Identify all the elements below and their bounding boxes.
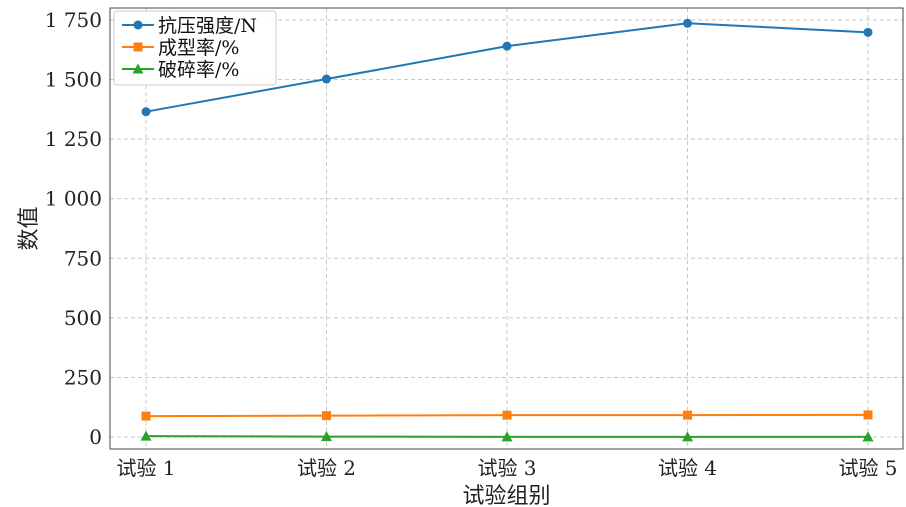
series-compressive-strength (141, 18, 873, 117)
legend-label: 成型率/% (158, 37, 239, 59)
data-point (322, 411, 331, 421)
grid-lines (110, 8, 903, 449)
x-tick-label: 试验 3 (477, 456, 536, 480)
legend-box (113, 10, 277, 86)
data-point (141, 107, 151, 117)
series-forming-rate (141, 410, 873, 421)
y-tick-label: 1 750 (45, 8, 102, 32)
y-tick-label: 1 000 (45, 187, 102, 211)
legend-label: 抗压强度/N (158, 15, 257, 37)
data-point (321, 431, 332, 442)
legend-label: 破碎率/% (158, 59, 239, 81)
y-tick-label: 1 250 (45, 127, 102, 151)
data-point (862, 431, 874, 442)
y-tick-label: 250 (64, 365, 102, 389)
data-point (501, 431, 513, 442)
x-tick-label: 试验 4 (658, 456, 717, 480)
series-group (140, 18, 874, 442)
data-point (863, 410, 873, 420)
data-point (141, 411, 151, 421)
data-point (683, 18, 692, 28)
y-tick-label: 500 (64, 306, 102, 330)
plot-frame (109, 7, 904, 450)
data-point (502, 41, 512, 51)
y-axis-title: 数值 (17, 206, 42, 250)
data-point (322, 74, 331, 84)
legend-item: 成型率/% (122, 37, 239, 59)
y-tick-label: 750 (64, 246, 102, 270)
legend-item: 抗压强度/N (122, 15, 257, 37)
x-tick-label: 试验 2 (297, 456, 356, 480)
data-point (682, 431, 693, 442)
x-axis: 试验 1 试验 2 试验 3 试验 4 试验 5 (116, 456, 897, 480)
data-point (863, 27, 873, 37)
data-point (683, 410, 692, 420)
legend-marker (133, 42, 143, 52)
x-tick-label: 试验 1 (116, 456, 175, 480)
data-point (140, 430, 152, 441)
y-axis: 0 250 500 750 1 000 1 250 1 500 1 750 (45, 8, 102, 449)
legend-marker (133, 20, 143, 30)
legend-marker (132, 63, 144, 74)
legend-item: 破碎率/% (122, 59, 239, 81)
x-axis-title: 试验组别 (462, 484, 550, 507)
y-tick-label: 0 (89, 425, 102, 449)
data-point (502, 410, 512, 420)
series-breakage-rate (140, 430, 874, 442)
y-tick-label: 1 500 (45, 68, 102, 92)
x-tick-label: 试验 5 (838, 456, 897, 480)
